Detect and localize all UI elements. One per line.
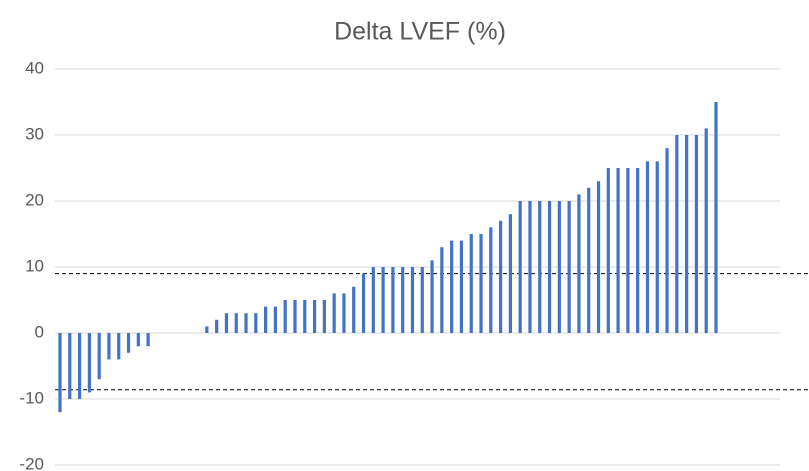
bar bbox=[440, 247, 444, 333]
bar bbox=[107, 333, 111, 360]
bar bbox=[596, 181, 601, 333]
bar bbox=[606, 168, 610, 333]
bar bbox=[254, 313, 258, 333]
bar bbox=[645, 161, 650, 333]
bar bbox=[371, 267, 375, 333]
bar bbox=[97, 333, 101, 380]
bar bbox=[391, 267, 395, 333]
bar bbox=[401, 267, 405, 333]
bar bbox=[264, 306, 268, 333]
bar bbox=[146, 333, 150, 347]
y-tick-label: 10 bbox=[25, 256, 44, 275]
bar bbox=[126, 333, 131, 353]
bar bbox=[87, 333, 91, 393]
bar bbox=[459, 240, 464, 333]
bar bbox=[538, 201, 542, 333]
bar bbox=[420, 267, 424, 333]
bar bbox=[685, 135, 689, 333]
bar bbox=[714, 102, 718, 333]
bar bbox=[489, 227, 493, 333]
bar bbox=[528, 201, 532, 333]
bar bbox=[479, 234, 483, 333]
bar bbox=[342, 293, 346, 333]
bar bbox=[58, 333, 62, 413]
bar bbox=[410, 267, 415, 333]
bar bbox=[283, 300, 287, 333]
bar bbox=[518, 201, 522, 333]
bar bbox=[68, 333, 72, 399]
bar bbox=[616, 168, 620, 333]
bar bbox=[332, 293, 336, 333]
bar bbox=[215, 319, 219, 333]
bar bbox=[694, 135, 699, 333]
bar bbox=[293, 300, 297, 333]
y-tick-label: 0 bbox=[35, 322, 44, 341]
bar bbox=[234, 313, 238, 333]
bar bbox=[273, 306, 278, 333]
bar bbox=[352, 286, 356, 333]
bar bbox=[303, 300, 307, 333]
bar bbox=[361, 273, 366, 333]
bar bbox=[381, 267, 385, 333]
y-tick-label: -10 bbox=[19, 388, 44, 407]
bar bbox=[498, 220, 503, 333]
bar bbox=[450, 240, 454, 333]
bar bbox=[567, 201, 571, 333]
bar bbox=[655, 161, 659, 333]
bar bbox=[675, 135, 679, 333]
y-tick-label: 30 bbox=[25, 124, 44, 143]
bar bbox=[322, 300, 326, 333]
bar bbox=[205, 326, 209, 333]
bar bbox=[587, 187, 591, 333]
y-tick-label: 20 bbox=[25, 190, 44, 209]
bar bbox=[577, 194, 581, 333]
bar bbox=[224, 313, 229, 333]
bar bbox=[636, 168, 640, 333]
bar bbox=[312, 300, 317, 333]
bar bbox=[704, 128, 708, 333]
bar bbox=[557, 201, 561, 333]
bar bbox=[469, 234, 473, 333]
bar bbox=[117, 333, 121, 360]
bar bbox=[626, 168, 630, 333]
y-tick-label: -20 bbox=[19, 454, 44, 471]
bar bbox=[136, 333, 140, 347]
bar bbox=[77, 333, 82, 399]
y-tick-label: 40 bbox=[25, 58, 44, 77]
chart-title: Delta LVEF (%) bbox=[334, 18, 506, 46]
bar bbox=[547, 201, 552, 333]
bar bbox=[244, 313, 248, 333]
bar bbox=[665, 148, 669, 333]
bar bbox=[430, 260, 434, 333]
bar bbox=[508, 214, 512, 333]
